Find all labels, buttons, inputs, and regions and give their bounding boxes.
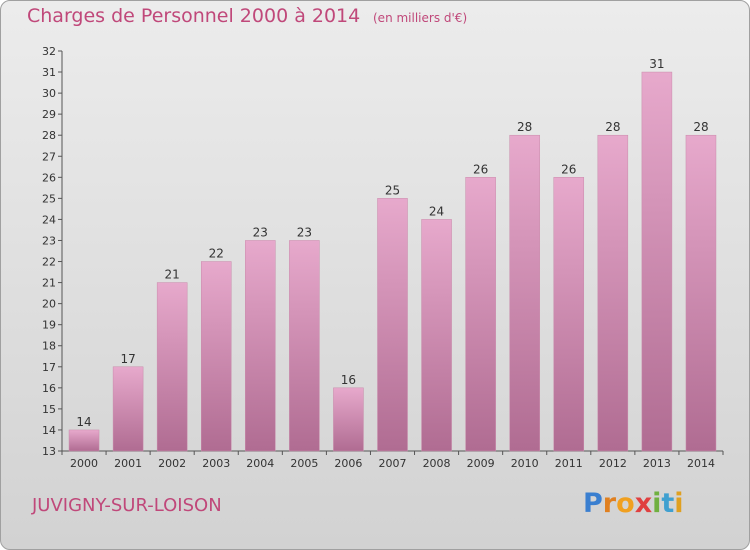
logo-letter: x [634,488,653,519]
y-tick-label: 23 [42,234,56,247]
bar [245,240,276,452]
x-tick-label: 2001 [114,457,142,470]
y-tick-label: 22 [42,256,56,269]
town-name: JUVIGNY-SUR-LOISON [32,495,222,516]
bar [509,134,540,452]
y-tick-label: 24 [42,213,56,226]
bar [112,366,144,452]
bar-value-label: 28 [693,120,708,134]
bar-value-label: 26 [473,162,488,176]
bar-value-label: 31 [649,57,664,71]
logo-letter: i [652,488,662,519]
bar [465,177,496,452]
x-tick-label: 2003 [202,457,230,470]
bar [156,282,188,452]
chart-title: Charges de Personnel 2000 à 2014 [27,5,361,27]
bar-value-label: 28 [605,120,620,134]
bar [289,240,320,452]
x-tick-label: 2002 [158,457,186,470]
chart-data-labels: 14 17 21 22 23 23 16 25 24 26 28 26 28 31 28 [76,57,708,429]
bar-value-label: 24 [429,204,444,218]
bar [200,261,232,452]
bar-value-label: 22 [209,247,224,261]
chart-bars [68,71,717,452]
bar-value-label: 23 [253,225,268,239]
bar-value-label: 21 [165,268,180,282]
y-tick-label: 18 [42,340,56,353]
x-tick-label: 2000 [70,457,98,470]
x-tick-label: 2009 [467,457,495,470]
bar [597,134,629,452]
logo-letter: r [602,488,617,519]
y-tick-label: 25 [42,192,56,205]
y-tick-label: 29 [42,108,56,121]
y-tick-label: 17 [42,361,56,374]
x-tick-label: 2005 [290,457,318,470]
x-tick-label: 2011 [555,457,583,470]
x-tick-label: 2007 [379,457,407,470]
y-tick-label: 21 [42,277,56,290]
x-tick-label: 2013 [643,457,671,470]
bar [685,134,717,452]
bar-value-label: 17 [120,352,135,366]
bar-value-label: 28 [517,120,532,134]
logo-letter: o [616,488,635,519]
x-tick-label: 2014 [687,457,715,470]
logo-letter: i [674,488,684,519]
x-tick-label: 2010 [511,457,539,470]
x-tick-label: 2006 [334,457,362,470]
y-tick-label: 26 [42,171,56,184]
bar [377,198,408,452]
y-tick-label: 27 [42,150,56,163]
bar [421,219,452,452]
bar [641,71,673,452]
bar-value-label: 16 [341,373,356,387]
bar [68,429,100,452]
bar-value-label: 14 [76,415,91,429]
y-tick-label: 31 [42,66,56,79]
logo-letter: t [661,488,675,519]
y-tick-label: 20 [42,298,56,311]
y-tick-label: 28 [42,129,56,142]
bar-value-label: 23 [297,225,312,239]
bar-value-label: 26 [561,162,576,176]
bar [333,387,364,452]
x-tick-label: 2012 [599,457,627,470]
y-tick-label: 14 [42,424,56,437]
x-tick-label: 2004 [246,457,274,470]
y-tick-label: 15 [42,403,56,416]
logo-letter: P [583,488,603,519]
x-tick-label: 2008 [423,457,451,470]
bar-value-label: 25 [385,183,400,197]
bar [553,177,585,452]
y-tick-label: 16 [42,382,56,395]
y-tick-label: 13 [42,445,56,458]
y-tick-label: 19 [42,319,56,332]
chart-units: (en milliers d'€) [373,11,468,25]
y-tick-label: 32 [42,45,56,58]
y-tick-label: 30 [42,87,56,100]
proxiti-logo: Proxiti [583,488,684,519]
